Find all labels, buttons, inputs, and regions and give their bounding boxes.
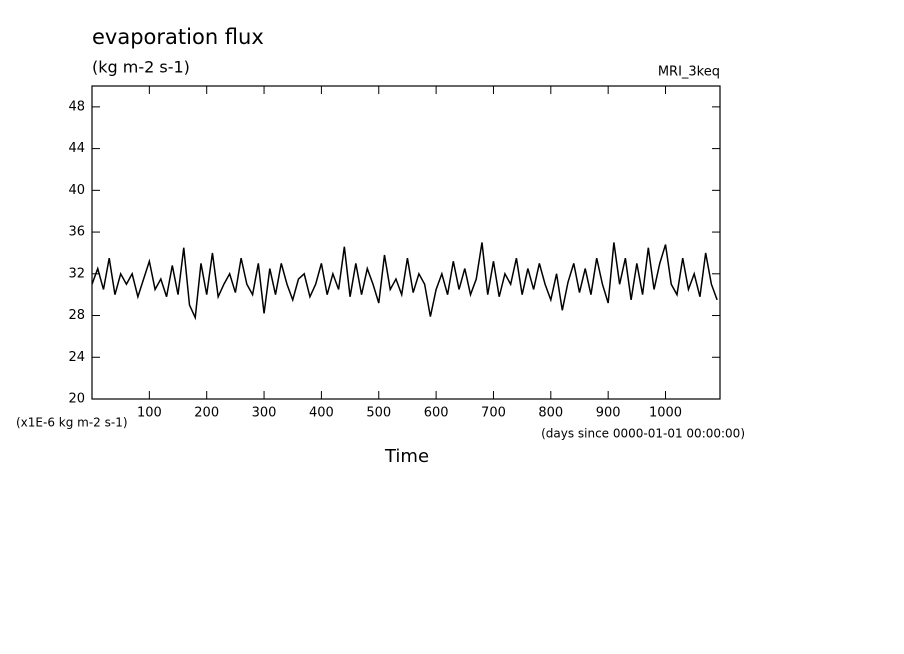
- plot-frame: [91, 85, 721, 400]
- x-units-label: (days since 0000-01-01 00:00:00): [541, 427, 745, 441]
- chart-title: evaporation flux: [92, 25, 264, 49]
- x-tick-label: 700: [481, 406, 506, 421]
- y-tick-label: 44: [68, 141, 85, 156]
- y-tick-label: 48: [68, 99, 85, 114]
- y-tick-label: 36: [68, 225, 85, 240]
- x-tick-label: 800: [538, 406, 563, 421]
- x-tick-label: 600: [424, 406, 449, 421]
- x-tick-label: 300: [252, 406, 277, 421]
- x-axis-label: Time: [384, 446, 429, 467]
- y-tick-label: 24: [68, 350, 85, 365]
- x-tick-label: 200: [194, 406, 219, 421]
- x-tick-label: 500: [366, 406, 391, 421]
- source-label: MRI_3keq: [658, 65, 720, 80]
- x-tick-label: 100: [137, 406, 162, 421]
- x-tick-label: 900: [596, 406, 621, 421]
- data-line: [91, 242, 718, 321]
- x-tick-label: 400: [309, 406, 334, 421]
- y-tick-label: 28: [68, 308, 85, 323]
- x-tick-label: 1000: [649, 406, 682, 421]
- y-scale-label: (x1E-6 kg m-2 s-1): [16, 416, 128, 430]
- y-tick-label: 32: [68, 266, 85, 281]
- y-tick-label: 40: [68, 183, 85, 198]
- chart-subtitle: (kg m-2 s-1): [92, 58, 190, 77]
- y-tick-label: 20: [68, 392, 85, 407]
